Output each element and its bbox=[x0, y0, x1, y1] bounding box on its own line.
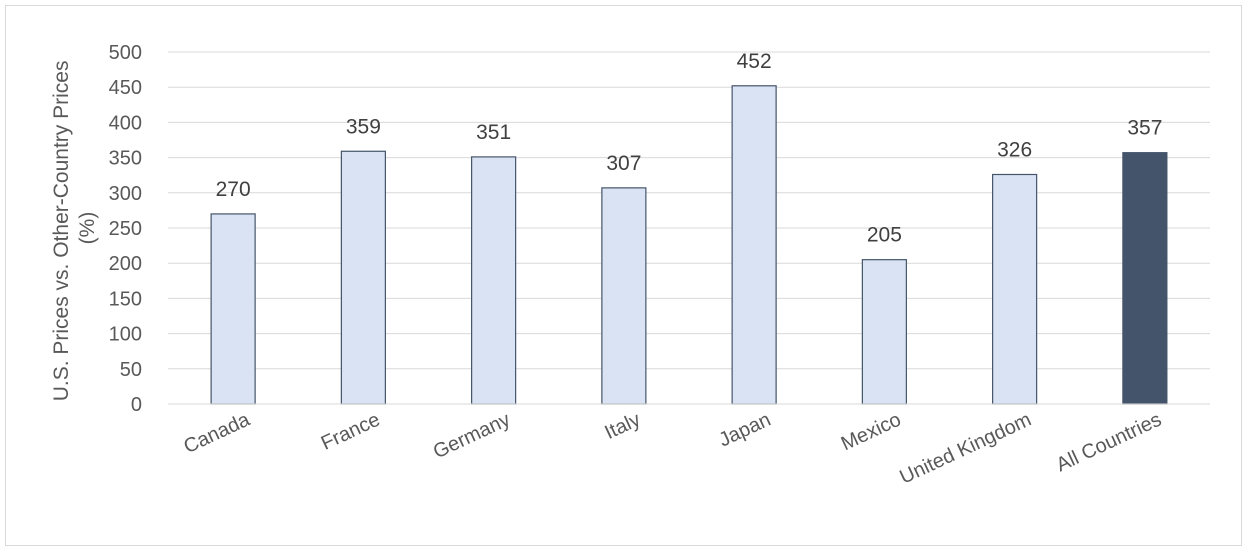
y-tick-label: 0 bbox=[131, 394, 142, 416]
category-label: Italy bbox=[601, 409, 644, 444]
data-label: 326 bbox=[997, 138, 1032, 161]
bar-mexico bbox=[861, 259, 907, 405]
y-tick-label: 450 bbox=[109, 77, 142, 99]
category-label: All Countries bbox=[1053, 409, 1165, 477]
bar-france bbox=[340, 150, 386, 405]
y-axis-title-line-2: (%) bbox=[76, 212, 99, 245]
data-label: 270 bbox=[216, 178, 251, 201]
y-tick-label: 100 bbox=[109, 324, 142, 346]
y-tick-label: 500 bbox=[109, 42, 142, 64]
category-label: United Kingdom bbox=[896, 409, 1034, 489]
y-tick-label: 300 bbox=[109, 183, 142, 205]
category-label: Germany bbox=[430, 409, 514, 464]
bar-canada bbox=[210, 213, 256, 405]
bar-japan bbox=[731, 85, 777, 405]
data-label: 307 bbox=[606, 152, 641, 175]
data-label: 452 bbox=[737, 50, 772, 73]
category-label: Canada bbox=[180, 408, 254, 458]
bar-united-kingdom bbox=[992, 173, 1038, 405]
y-tick-label: 150 bbox=[109, 288, 142, 310]
category-label: Japan bbox=[716, 409, 775, 452]
y-tick-label: 50 bbox=[120, 359, 142, 381]
bar-germany bbox=[471, 156, 517, 405]
y-axis-title-line-1: U.S. Prices vs. Other-Country Prices bbox=[50, 61, 73, 402]
bar-italy bbox=[601, 187, 647, 405]
data-label: 205 bbox=[867, 224, 902, 247]
data-labels: 270 359 351 307 452 205 326 357 bbox=[216, 50, 1163, 247]
category-label: Mexico bbox=[838, 409, 905, 456]
data-label: 359 bbox=[346, 115, 381, 138]
data-label: 357 bbox=[1127, 117, 1162, 140]
bar-all-countries bbox=[1122, 152, 1168, 405]
y-tick-label: 350 bbox=[109, 148, 142, 170]
data-label: 351 bbox=[476, 121, 511, 144]
category-label: France bbox=[318, 409, 384, 455]
y-axis-title: U.S. Prices vs. Other-Country Prices (%) bbox=[50, 55, 99, 402]
y-tick-label: 250 bbox=[109, 218, 142, 240]
y-axis-tick-labels: 0 50 100 150 200 250 300 350 400 450 500 bbox=[109, 42, 142, 416]
y-tick-label: 200 bbox=[109, 253, 142, 275]
y-tick-label: 400 bbox=[109, 112, 142, 134]
x-axis-category-labels: Canada France Germany Italy Japan MexicoUnite… bbox=[180, 408, 1165, 488]
gridlines bbox=[168, 51, 1210, 370]
